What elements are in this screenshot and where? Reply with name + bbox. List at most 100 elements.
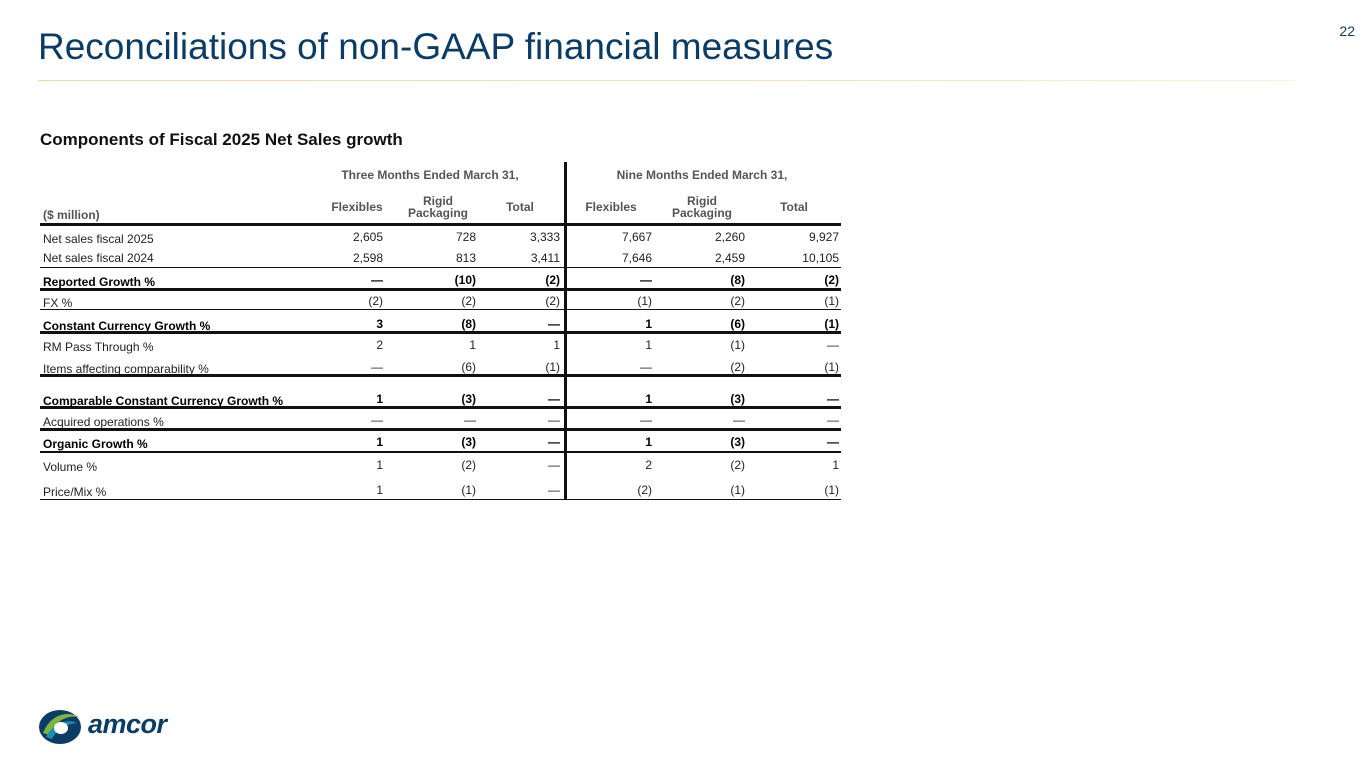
table-cell: 1 xyxy=(376,458,383,472)
table-cell: 1 xyxy=(645,338,652,352)
table-cell: — xyxy=(640,273,652,287)
table-cell: — xyxy=(733,413,745,427)
table-cell: — xyxy=(548,483,560,497)
table-rule xyxy=(40,331,841,334)
net-sales-growth-table: Three Months Ended March 31, Nine Months… xyxy=(40,162,841,500)
table-cell: (1) xyxy=(824,360,839,374)
table-cell: (3) xyxy=(461,392,476,406)
row-label: Items affecting comparability % xyxy=(43,362,209,376)
table-cell: (1) xyxy=(730,483,745,497)
table-cell: (1) xyxy=(824,483,839,497)
table-cell: — xyxy=(548,392,560,406)
table-cell: (2) xyxy=(368,294,383,308)
table-rule xyxy=(40,451,841,453)
table-rule xyxy=(40,406,841,409)
table-cell: 1 xyxy=(645,392,652,406)
column-header-line1: Rigid xyxy=(423,194,453,208)
row-label: Acquired operations % xyxy=(43,415,164,429)
row-label: Reported Growth % xyxy=(43,275,156,289)
table-rule xyxy=(40,374,841,377)
row-label: FX % xyxy=(43,296,73,310)
table-cell: (2) xyxy=(637,483,652,497)
group-header-three-months: Three Months Ended March 31, xyxy=(341,168,519,182)
table-cell: 1 xyxy=(376,483,383,497)
table-cell: (2) xyxy=(461,458,476,472)
table-cell: — xyxy=(827,338,839,352)
table-rule xyxy=(40,309,841,310)
table-cell: — xyxy=(827,413,839,427)
amcor-swirl-icon xyxy=(39,710,81,744)
column-header-line2: Packaging xyxy=(671,206,733,220)
page-number: 22 xyxy=(1339,23,1355,39)
table-cell: 2 xyxy=(645,458,652,472)
table-rule xyxy=(40,288,841,291)
table-cell: 7,667 xyxy=(621,230,652,244)
table-cell: (3) xyxy=(730,392,745,406)
table-cell: 2 xyxy=(376,338,383,352)
table-cell: 2,605 xyxy=(352,230,383,244)
table-cell: 2,260 xyxy=(714,230,745,244)
title-divider xyxy=(38,80,1295,81)
table-cell: 3 xyxy=(376,317,383,331)
table-cell: 1 xyxy=(645,435,652,449)
table-cell: — xyxy=(548,317,560,331)
table-cell: 1 xyxy=(469,338,476,352)
table-cell: — xyxy=(640,360,652,374)
table-cell: — xyxy=(548,458,560,472)
table-cell: 10,105 xyxy=(802,251,839,265)
table-cell: (1) xyxy=(730,338,745,352)
amcor-logo: amcor xyxy=(37,707,177,747)
table-cell: 1 xyxy=(645,317,652,331)
table-cell: (1) xyxy=(824,294,839,308)
column-header-line1: Rigid xyxy=(687,194,717,208)
column-header: Flexibles xyxy=(331,200,383,214)
table-cell: — xyxy=(371,360,383,374)
table-cell: 1 xyxy=(553,338,560,352)
table-cell: (2) xyxy=(730,294,745,308)
table-cell: (6) xyxy=(730,317,745,331)
table-cell: (1) xyxy=(461,483,476,497)
table-cell: — xyxy=(548,413,560,427)
table-rule xyxy=(40,499,841,500)
column-header: Total xyxy=(506,200,534,214)
row-label: RM Pass Through % xyxy=(43,340,154,354)
group-header-nine-months: Nine Months Ended March 31, xyxy=(616,168,788,182)
table-cell: (3) xyxy=(730,435,745,449)
table-cell: 9,927 xyxy=(808,230,839,244)
column-header-line2: Packaging xyxy=(407,206,469,220)
table-cell: (1) xyxy=(824,317,839,331)
table-cell: (2) xyxy=(545,294,560,308)
table-cell: — xyxy=(464,413,476,427)
table-cell: — xyxy=(827,392,839,406)
table-cell: 2,459 xyxy=(714,251,745,265)
row-label: Net sales fiscal 2025 xyxy=(43,232,154,246)
table-cell: (10) xyxy=(454,273,476,287)
section-title: Components of Fiscal 2025 Net Sales grow… xyxy=(40,130,403,149)
table-cell: 728 xyxy=(455,230,476,244)
row-label: Price/Mix % xyxy=(43,485,107,499)
table-cell: (1) xyxy=(637,294,652,308)
table-cell: 1 xyxy=(376,435,383,449)
table-cell: (2) xyxy=(545,273,560,287)
table-cell: (2) xyxy=(824,273,839,287)
table-cell: 3,411 xyxy=(530,251,560,265)
table-rule xyxy=(40,267,841,268)
row-label: Organic Growth % xyxy=(43,437,148,451)
row-label: Constant Currency Growth % xyxy=(43,319,211,333)
table-cell: (2) xyxy=(730,360,745,374)
table-cell: — xyxy=(371,413,383,427)
table-rule xyxy=(40,428,841,431)
table-cell: — xyxy=(371,273,383,287)
amcor-wordmark: amcor xyxy=(88,709,167,739)
column-header: Flexibles xyxy=(585,200,637,214)
table-cell: 813 xyxy=(455,251,476,265)
row-label: Comparable Constant Currency Growth % xyxy=(43,394,284,408)
table-rule xyxy=(40,223,841,226)
unit-label: ($ million) xyxy=(43,208,100,222)
page-title: Reconciliations of non-GAAP financial me… xyxy=(38,26,834,67)
table-cell: — xyxy=(827,435,839,449)
table-cell: (8) xyxy=(730,273,745,287)
table-cell: (2) xyxy=(461,294,476,308)
table-cell: — xyxy=(548,435,560,449)
table-cell: — xyxy=(640,413,652,427)
